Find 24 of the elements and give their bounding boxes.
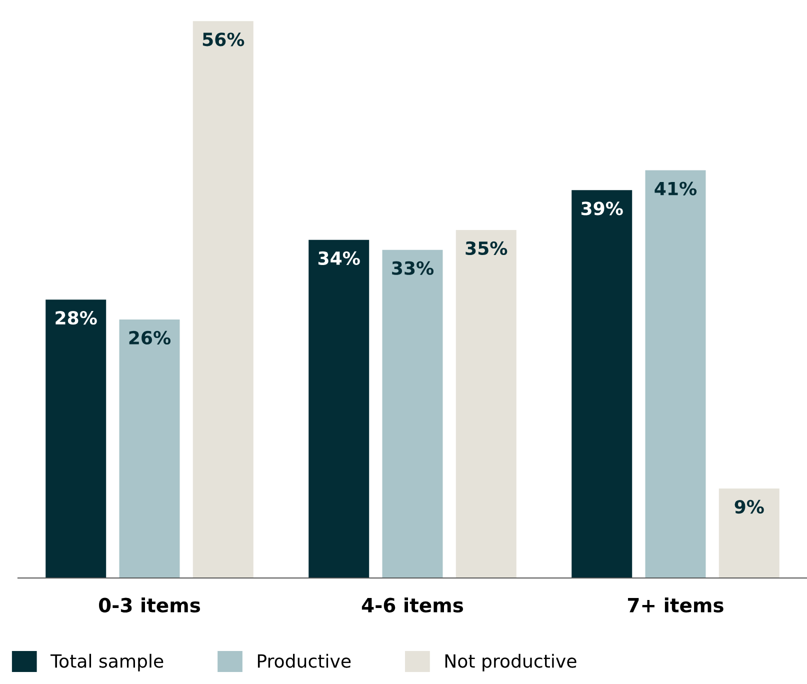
legend-label: Not productive [445,654,576,672]
x-tick-label: 7+ items [628,597,724,612]
bar [718,488,780,578]
data-label: 33% [392,261,434,275]
bar [645,170,706,578]
data-label: 39% [581,202,623,216]
bar [456,230,516,578]
legend-label: Productive [258,654,351,668]
bar [308,240,370,578]
data-label: 9% [734,500,764,514]
data-label: 35% [466,241,508,256]
bar [572,190,632,578]
data-label: 34% [318,251,360,265]
x-tick-label: 0-3 items [98,597,200,612]
data-label: 56% [202,32,244,46]
data-label: 41% [654,182,697,196]
bar [192,21,254,578]
bar [382,250,443,578]
bar [46,300,106,578]
data-label: 26% [129,330,171,345]
legend-label: Total sample [50,654,164,672]
bar [119,319,180,578]
data-label: 28% [56,311,97,325]
x-tick-label: 4-6 items [362,597,464,612]
